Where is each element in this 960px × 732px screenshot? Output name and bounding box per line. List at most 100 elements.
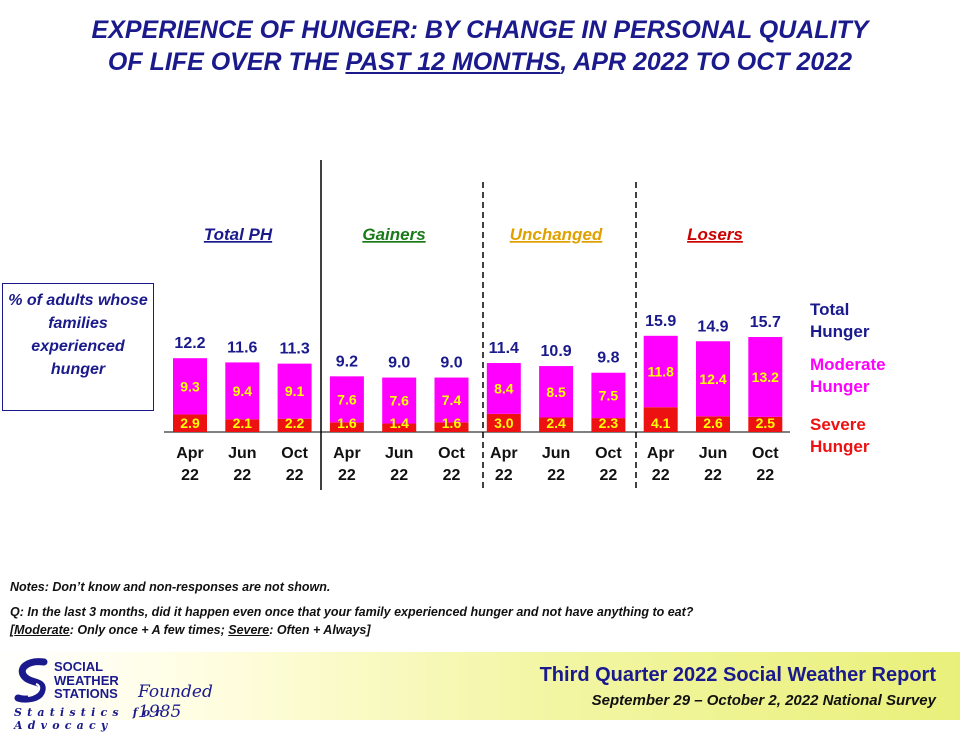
bar-severe [748, 416, 783, 432]
label-total: 9.8 [597, 350, 619, 367]
label-severe: 1.6 [337, 415, 357, 431]
x-tick-month: Oct [438, 445, 465, 462]
group-header-total-ph: Total PH [204, 225, 273, 244]
bar-moderate [382, 377, 417, 424]
legend-severe-hunger: Hunger [810, 437, 870, 456]
x-tick-year: 22 [495, 467, 513, 484]
bar-moderate [486, 363, 521, 414]
chart-title: EXPERIENCE OF HUNGER: BY CHANGE IN PERSO… [0, 14, 960, 78]
bar-severe [696, 416, 730, 432]
label-total: 10.9 [541, 343, 572, 360]
hunger-chart: Total PH Gainers Unchanged Losers 2.9 9.3 12.2… [164, 160, 886, 490]
label-moderate: 7.6 [337, 391, 357, 407]
definitions-line: [Moderate: Only once + A few times; Seve… [10, 621, 950, 639]
bar-severe [329, 422, 364, 432]
title-line-1: EXPERIENCE OF HUNGER: BY CHANGE IN PERSO… [91, 16, 869, 44]
x-tick-year: 22 [652, 467, 670, 484]
bar-moderate [434, 377, 469, 423]
label-moderate: 9.4 [233, 383, 253, 399]
bar-severe [486, 413, 521, 432]
bar-severe [225, 419, 260, 432]
label-moderate: 8.5 [546, 384, 566, 400]
x-tick-year: 22 [600, 467, 618, 484]
label-total: 9.2 [336, 353, 358, 370]
bar-severe [277, 418, 312, 432]
bar-moderate [277, 363, 312, 419]
bar-moderate [591, 372, 626, 419]
title-line-2-post: , APR 2022 TO OCT 2022 [560, 48, 853, 76]
label-total: 15.7 [750, 314, 781, 331]
sws-logo: SOCIAL WEATHER STATIONS Founded 1985 Sta… [14, 658, 254, 732]
bar-severe [591, 418, 626, 432]
x-tick-month: Apr [176, 445, 204, 462]
label-severe: 1.6 [442, 415, 462, 431]
bar-severe [539, 417, 574, 432]
x-tick-year: 22 [547, 467, 565, 484]
logo-line-2: WEATHER [54, 672, 119, 688]
x-tick-year: 22 [390, 467, 408, 484]
label-total: 11.4 [489, 340, 519, 357]
legend-total-hunger: Total [810, 300, 849, 319]
report-subtitle: September 29 – October 2, 2022 National … [591, 692, 936, 709]
x-tick-month: Apr [490, 445, 518, 462]
footer-banner: SOCIAL WEATHER STATIONS Founded 1985 Sta… [0, 652, 960, 732]
x-tick-year: 22 [756, 467, 774, 484]
title-line-2: OF LIFE OVER THE PAST 12 MONTHS, APR 202… [0, 46, 960, 78]
group-header-gainers: Gainers [362, 225, 425, 244]
label-moderate: 8.4 [494, 380, 514, 396]
definition-moderate-rest: : Only once + A few times; [69, 623, 229, 637]
label-severe: 2.6 [703, 415, 723, 431]
label-total: 9.0 [388, 355, 410, 372]
title-line-2-pre: OF LIFE OVER THE [107, 48, 346, 76]
label-moderate: 7.5 [599, 387, 619, 403]
bar-moderate [539, 366, 574, 418]
label-severe: 2.4 [546, 415, 566, 431]
logo-line-3: STATIONS [54, 686, 118, 701]
title-line-2-underlined: PAST 12 MONTHS [345, 48, 561, 76]
label-total: 9.0 [440, 355, 462, 372]
bar-severe [173, 414, 207, 432]
bar-moderate [643, 335, 678, 408]
notes-section: Notes: Don’t know and non-responses are … [10, 578, 950, 639]
group-header-losers: Losers [687, 225, 743, 244]
label-moderate: 12.4 [699, 371, 726, 387]
x-tick-month: Apr [333, 445, 361, 462]
label-severe: 2.5 [756, 415, 776, 431]
label-moderate: 9.1 [285, 383, 305, 399]
label-severe: 1.4 [389, 415, 409, 431]
y-axis-label-box: % of adults whose families experienced h… [2, 283, 154, 411]
bar-moderate [225, 362, 260, 420]
question-line: Q: In the last 3 months, did it happen e… [10, 605, 694, 619]
label-total: 11.6 [227, 339, 257, 356]
x-tick-year: 22 [181, 467, 199, 484]
label-severe: 4.1 [651, 415, 671, 431]
label-total: 15.9 [645, 313, 676, 330]
definition-moderate-word: Moderate [14, 623, 70, 637]
label-severe: 2.2 [285, 415, 305, 431]
label-total: 12.2 [174, 335, 205, 352]
bar-moderate [748, 337, 783, 417]
x-tick-year: 22 [704, 467, 722, 484]
logo-line-1: SOCIAL [54, 659, 104, 674]
legend-severe-hunger: Severe [810, 415, 866, 434]
x-tick-month: Jun [228, 445, 256, 462]
x-tick-month: Apr [647, 445, 675, 462]
bar-severe [434, 422, 469, 432]
legend-moderate-hunger: Moderate [810, 355, 886, 374]
notes-line: Notes: Don’t know and non-responses are … [10, 580, 331, 594]
bar-moderate [696, 341, 730, 417]
x-tick-month: Oct [752, 445, 779, 462]
x-tick-year: 22 [338, 467, 356, 484]
sws-swoosh-icon [14, 658, 49, 703]
logo-wordmark: SOCIAL WEATHER STATIONS [54, 660, 119, 701]
definition-severe-word: Severe [228, 623, 270, 637]
group-header-unchanged: Unchanged [510, 225, 603, 244]
label-total: 11.3 [279, 341, 309, 358]
label-severe: 3.0 [494, 415, 514, 431]
label-moderate: 11.8 [647, 364, 674, 380]
logo-tagline: Statistics for Advocacy [14, 706, 167, 732]
label-moderate: 9.3 [180, 378, 200, 394]
x-tick-year: 22 [443, 467, 461, 484]
label-moderate: 13.2 [752, 369, 779, 385]
bar-severe [382, 423, 417, 432]
